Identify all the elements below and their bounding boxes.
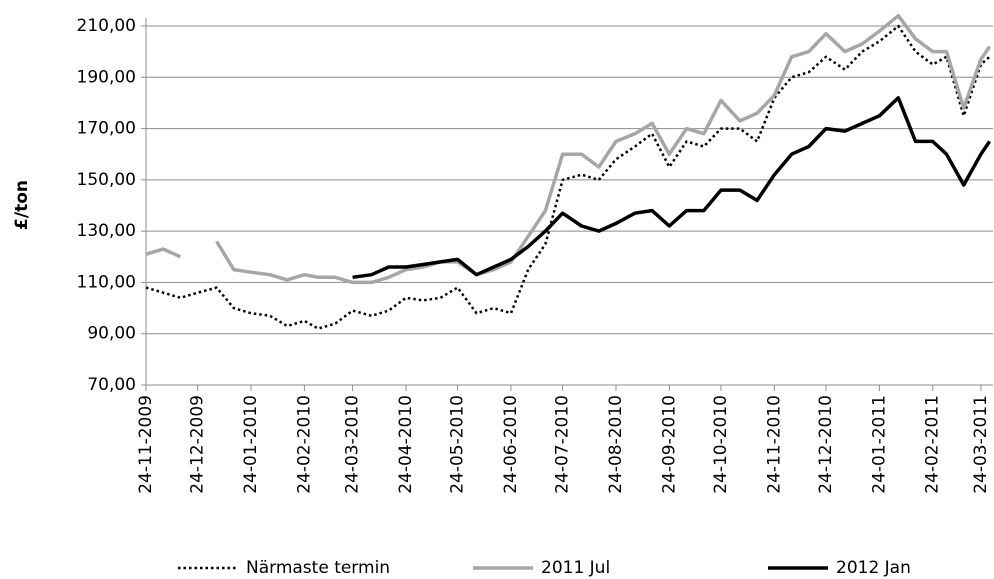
y-axis-label: £/ton [12, 180, 32, 230]
x-tick-label: 24-03-2010 [343, 395, 363, 494]
x-tick-label: 24-05-2010 [448, 395, 468, 494]
x-tick-label: 24-04-2010 [396, 395, 416, 494]
x-tick-label: 24-02-2010 [294, 395, 314, 494]
x-tick-label: 24-06-2010 [501, 395, 521, 494]
y-tick-label: 90,00 [87, 324, 136, 344]
x-tick-label: 24-09-2010 [659, 395, 679, 494]
legend-label: 2011 Jul [541, 558, 610, 578]
x-tick-label: 24-01-2010 [241, 395, 261, 494]
x-tick-label: 24-07-2010 [553, 395, 573, 494]
x-tick-label: 24-12-2009 [188, 395, 208, 494]
x-tick-label: 24-01-2011 [869, 395, 889, 494]
y-tick-label: 210,00 [77, 16, 136, 36]
y-tick-label: 130,00 [77, 221, 136, 241]
y-tick-label: 190,00 [77, 67, 136, 87]
series-line [145, 24, 991, 330]
y-tick-label: 70,00 [87, 375, 136, 395]
y-tick-label: 150,00 [77, 170, 136, 190]
x-tick-label: 24-03-2011 [971, 395, 991, 494]
legend-label: 2012 Jan [836, 558, 911, 578]
x-tick-label: 24-08-2010 [606, 395, 626, 494]
x-tick-label: 24-11-2010 [764, 395, 784, 494]
x-tick-label: 24-10-2010 [711, 395, 731, 494]
x-tick-label: 24-11-2009 [136, 395, 156, 494]
series-line [145, 13, 992, 285]
legend-label: Närmaste termin [246, 558, 390, 578]
y-tick-label: 110,00 [77, 272, 136, 292]
x-tick-label: 24-02-2011 [923, 395, 943, 494]
series-line [352, 96, 992, 280]
y-tick-label: 170,00 [77, 119, 136, 139]
x-tick-label: 24-12-2010 [816, 395, 836, 494]
